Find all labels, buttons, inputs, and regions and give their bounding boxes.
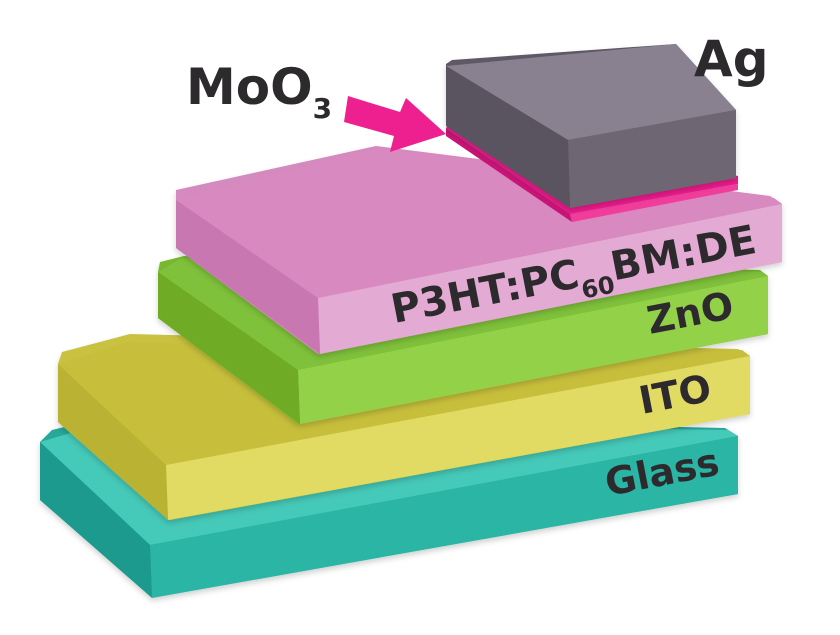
label-moo3: MoO3: [186, 58, 332, 125]
moo3-arrow: [344, 96, 446, 152]
ag-electrode: [446, 44, 736, 208]
label-ag: Ag: [694, 30, 769, 88]
